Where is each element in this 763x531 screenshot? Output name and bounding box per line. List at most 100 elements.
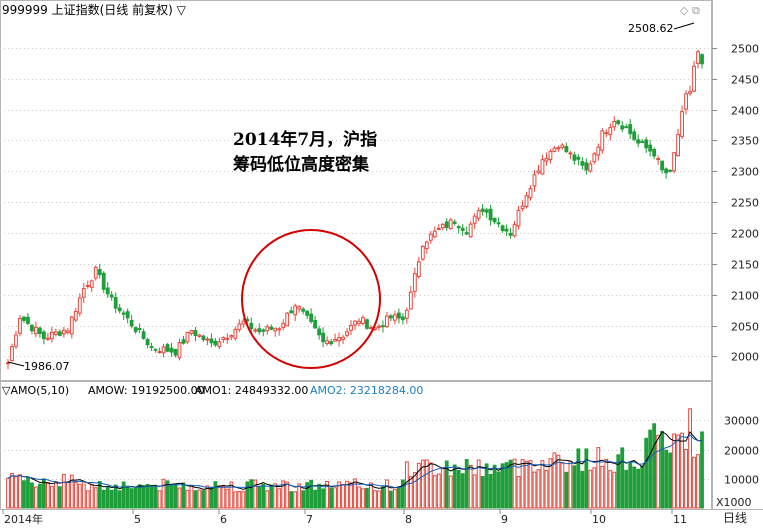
candle-body — [313, 320, 318, 329]
candle-body — [424, 241, 429, 250]
candle-body — [608, 127, 613, 136]
candle-body — [576, 156, 581, 160]
candle-body — [205, 338, 210, 341]
chart-title[interactable]: 999999 上证指数(日线 前复权) ▽ — [2, 2, 187, 17]
candle-body — [548, 150, 553, 161]
candle-body — [408, 291, 413, 310]
volume-bar — [592, 467, 597, 509]
volume-bar — [149, 484, 154, 509]
volume-bar — [281, 480, 286, 509]
candle-body — [133, 326, 138, 332]
volume-bar — [500, 463, 505, 509]
volume-indicator-label[interactable]: ▽AMO(5,10) — [2, 384, 69, 397]
candle-body — [73, 311, 78, 321]
candle-body — [325, 340, 329, 345]
candle-body — [249, 322, 254, 330]
volume-bar — [22, 480, 26, 509]
volume-bar — [548, 458, 553, 509]
candle-body — [14, 334, 18, 347]
candle-body — [396, 312, 401, 319]
volume-bar — [193, 490, 198, 509]
candle-body — [357, 320, 361, 325]
volume-bar — [225, 488, 230, 509]
candle-body — [512, 224, 517, 237]
candle-body — [412, 273, 417, 292]
volume-bar — [217, 485, 222, 509]
candle-body — [432, 230, 437, 238]
volume-bar — [396, 486, 401, 509]
volume-bar — [81, 481, 86, 509]
candle-body — [34, 326, 38, 335]
volume-bar — [285, 481, 290, 509]
volume-bar — [600, 465, 605, 509]
volume-bar — [508, 459, 513, 509]
candle-body — [648, 144, 653, 152]
volume-bar — [664, 449, 669, 509]
volume-bar — [684, 449, 688, 509]
candle-body — [69, 316, 74, 335]
volume-bar — [476, 459, 481, 509]
volume-bar — [329, 487, 333, 509]
period-label[interactable]: 日线 — [723, 511, 747, 525]
volume-bar — [496, 471, 501, 509]
candle-body — [628, 124, 633, 135]
volume-bar — [205, 485, 210, 509]
candle-body — [281, 322, 286, 328]
volume-bar — [137, 484, 142, 509]
window-corner-icons[interactable]: ◇ ⧉ — [680, 4, 700, 17]
candle-body — [321, 332, 325, 343]
candle-body — [22, 316, 26, 321]
volume-bar — [6, 477, 10, 509]
candle-body — [672, 152, 676, 172]
volume-bar — [564, 471, 569, 509]
volume-bar — [189, 484, 194, 509]
volume-bar — [440, 468, 445, 509]
volume-bar — [277, 488, 282, 509]
volume-bar — [345, 480, 349, 509]
volume-bar — [524, 460, 529, 509]
price-tick-label: 2000 — [731, 351, 759, 364]
annotation-line-1: 2014年7月，沪指 — [233, 129, 377, 150]
volume-bar — [85, 490, 90, 509]
volume-bar — [93, 487, 98, 509]
candle-body — [668, 169, 672, 172]
volume-bar — [392, 488, 397, 509]
candle-body — [157, 351, 162, 354]
volume-bar — [97, 481, 102, 509]
candle-body — [464, 232, 469, 235]
volume-bar — [584, 448, 589, 509]
candle-body — [676, 134, 680, 157]
candle-body — [684, 93, 688, 110]
price-tick-label: 2350 — [731, 135, 759, 148]
candle-body — [93, 266, 98, 279]
volume-bar — [660, 430, 665, 509]
volume-bar — [580, 470, 585, 509]
candle-body — [624, 126, 629, 129]
volume-bar — [153, 485, 158, 509]
candle-body — [193, 330, 198, 336]
candle-body — [333, 339, 337, 342]
volume-bar — [672, 433, 676, 509]
candle-body — [592, 153, 597, 163]
price-tick-label: 2450 — [731, 74, 759, 87]
candle-body — [604, 132, 609, 135]
volume-bar — [101, 489, 106, 509]
volume-bar — [616, 454, 621, 509]
volume-bar — [520, 459, 525, 509]
volume-bar — [556, 454, 561, 509]
highlight-circle — [241, 229, 381, 369]
volume-bar — [656, 434, 661, 509]
volume-bar — [341, 484, 345, 509]
candle-body — [404, 309, 409, 319]
date-tick-label: 6 — [220, 513, 227, 526]
volume-bar — [424, 459, 429, 509]
volume-bar — [253, 479, 258, 509]
candle-body — [289, 310, 294, 314]
candle-body — [197, 334, 202, 337]
candle-body — [540, 159, 545, 175]
candle-body — [101, 272, 106, 290]
volume-bar — [608, 470, 613, 509]
candle-body — [209, 338, 214, 344]
volume-bars — [6, 408, 704, 509]
volume-axis: 10000 20000 30000 — [724, 415, 759, 487]
